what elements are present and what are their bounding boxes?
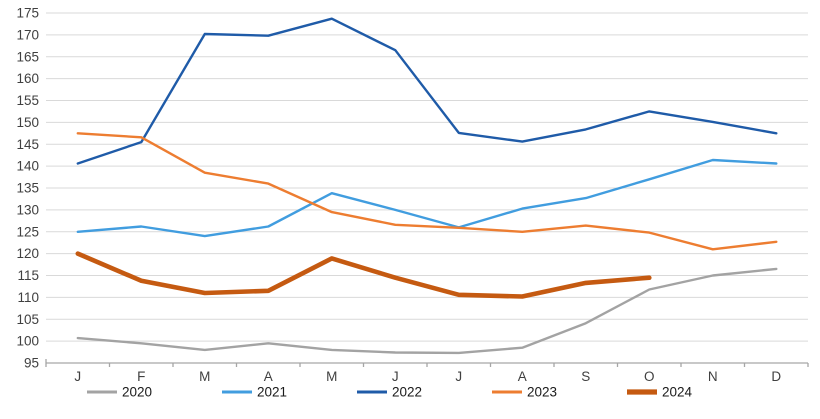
x-axis-tick-label: S — [581, 369, 590, 384]
legend-item-2021: 2021 — [222, 385, 287, 400]
y-axis-tick-label: 115 — [17, 268, 39, 283]
legend-item-2024: 2024 — [627, 385, 693, 400]
y-axis-tick-label: 120 — [16, 246, 39, 261]
x-axis-tick-label: F — [137, 369, 145, 384]
series-line-2024 — [75, 251, 652, 299]
legend-item-2022: 2022 — [357, 385, 422, 400]
legend-label-2023: 2023 — [527, 385, 557, 400]
y-axis-tick-label: 155 — [16, 93, 39, 108]
legend-item-2023: 2023 — [492, 385, 557, 400]
x-axis-tick-label: O — [644, 369, 655, 384]
y-axis-tick-label: 110 — [17, 290, 39, 305]
series-line-2021 — [76, 158, 778, 238]
y-axis-tick-label: 165 — [16, 49, 39, 64]
y-axis-tick-label: 170 — [16, 27, 39, 42]
series-line-2022 — [76, 17, 778, 165]
y-axis-tick-label: 105 — [16, 312, 39, 327]
y-axis-tick-label: 95 — [24, 356, 39, 371]
x-axis-tick-label: J — [392, 369, 399, 384]
legend-label-2020: 2020 — [122, 385, 152, 400]
x-axis-tick-label: M — [199, 369, 210, 384]
y-axis-tick-label: 175 — [16, 6, 39, 21]
legend-item-2020: 2020 — [87, 385, 152, 400]
y-axis-tick-label: 150 — [16, 115, 39, 130]
legend-label-2024: 2024 — [662, 385, 693, 400]
series-line-2023 — [76, 132, 778, 251]
legend-label-2021: 2021 — [257, 385, 287, 400]
y-axis-tick-label: 100 — [16, 334, 39, 349]
x-axis-tick-label: D — [771, 369, 781, 384]
y-axis-tick-label: 125 — [16, 224, 39, 239]
series-line-2020 — [76, 267, 778, 355]
x-axis-tick-label: J — [455, 369, 462, 384]
x-axis-tick-label: A — [518, 369, 527, 384]
x-axis-tick-label: J — [74, 369, 81, 384]
y-axis-tick-label: 130 — [16, 202, 39, 217]
x-axis-tick-label: N — [708, 369, 718, 384]
x-axis-tick-label: M — [326, 369, 337, 384]
y-axis-tick-label: 135 — [16, 181, 39, 196]
y-axis-tick-label: 145 — [16, 137, 39, 152]
y-axis-tick-label: 140 — [16, 159, 39, 174]
x-axis-tick-label: A — [264, 369, 273, 384]
y-axis-tick-label: 160 — [16, 71, 39, 86]
legend-label-2022: 2022 — [392, 385, 422, 400]
